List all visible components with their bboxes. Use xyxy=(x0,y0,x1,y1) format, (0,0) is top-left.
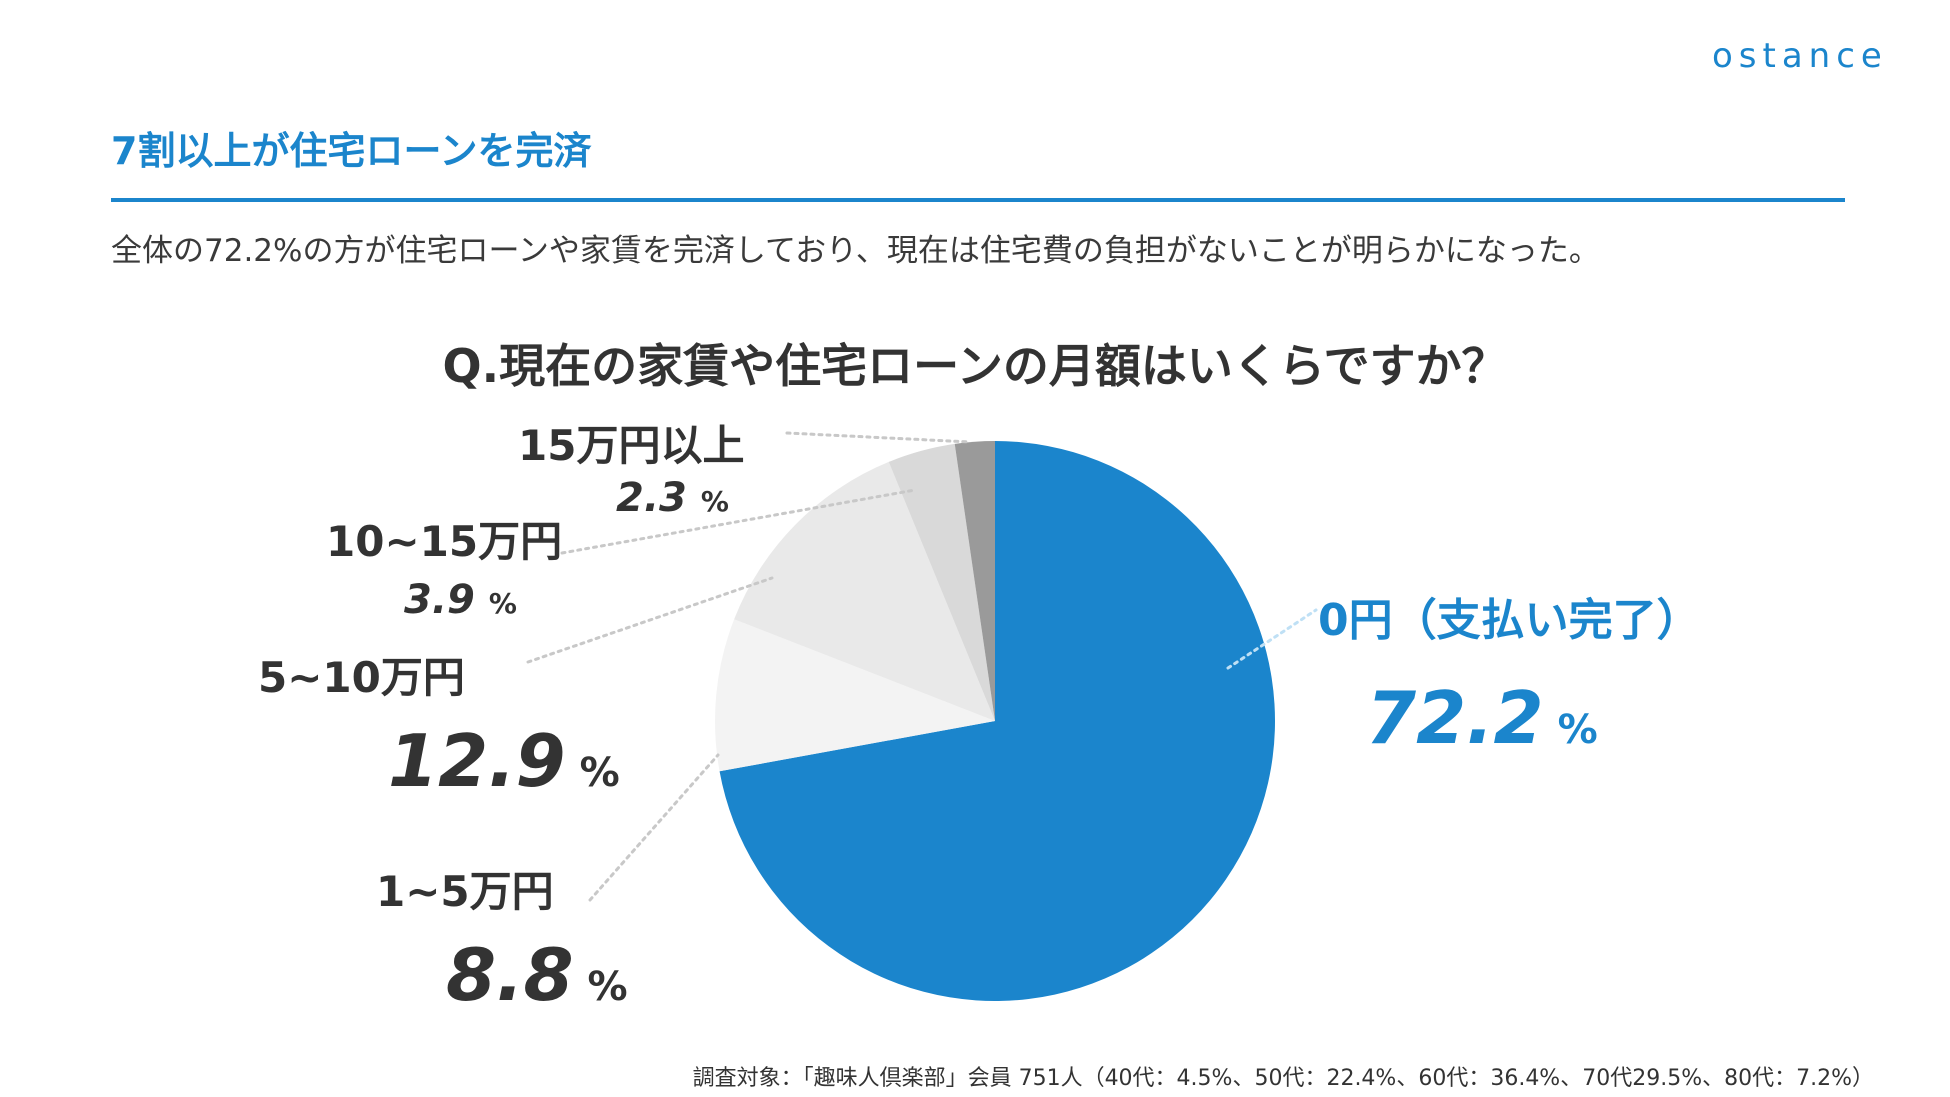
leader-line-15man-plus xyxy=(785,431,972,444)
slice-name: 15万円以上 xyxy=(518,421,745,470)
slice-label-paid-off: 0円（支払い完了） 72.2% xyxy=(1318,584,1701,760)
slice-label-15man-plus: 15万円以上 2.3% xyxy=(518,412,744,521)
percent-sign: % xyxy=(700,485,729,518)
slice-name: 10~15万円 xyxy=(326,517,563,566)
brand-logo: ostance xyxy=(1712,36,1888,76)
section-heading: 7割以上が住宅ローンを完済 xyxy=(111,129,592,173)
slice-value-row: 72.2% xyxy=(1366,676,1701,760)
slice-value-row: 12.9% xyxy=(388,719,620,803)
leader-line-10-15man xyxy=(560,488,917,555)
slice-5-10man xyxy=(734,461,995,721)
lead-text: 全体の72.2%の方が住宅ローンや家賃を完済しており、現在は住宅費の負担がないこ… xyxy=(111,233,1600,269)
slice-label-5-10man: 5~10万円 12.9% xyxy=(258,644,620,803)
chart-title: Q.現在の家賃や住宅ローンの月額はいくらですか？ xyxy=(442,339,1508,393)
leader-line-paid-off xyxy=(1226,608,1318,670)
slice-1-5man xyxy=(715,619,995,772)
slice-value: 2.3 xyxy=(616,475,687,521)
percent-sign: % xyxy=(1557,707,1598,753)
percent-sign: % xyxy=(579,750,620,796)
slice-value: 8.8 xyxy=(446,933,574,1017)
slice-paid-off xyxy=(719,441,1275,1002)
percent-sign: % xyxy=(587,964,628,1010)
survey-footnote: 調査対象：「趣味人倶楽部」会員 751人（40代：4.5%、50代：22.4%、… xyxy=(692,1066,1874,1091)
slice-10-15man xyxy=(888,443,995,721)
slice-value-row: 3.9% xyxy=(404,577,562,623)
leader-line-1-5man xyxy=(588,753,720,902)
slice-label-10-15man: 10~15万円 3.9% xyxy=(326,508,562,623)
slice-value-row: 2.3% xyxy=(616,475,744,521)
slice-label-1-5man: 1~5万円 8.8% xyxy=(362,858,628,1017)
slice-value: 3.9 xyxy=(404,577,475,623)
percent-sign: % xyxy=(488,587,517,620)
slice-name: 5~10万円 xyxy=(258,653,465,702)
leader-line-5-10man xyxy=(526,576,774,664)
slice-value-row: 8.8% xyxy=(446,933,628,1017)
slice-15man-plus xyxy=(954,441,995,721)
heading-divider xyxy=(111,198,1845,202)
slice-name: 1~5万円 xyxy=(376,867,554,916)
slice-value: 12.9 xyxy=(388,719,566,803)
slice-name: 0円（支払い完了） xyxy=(1318,595,1701,646)
slice-value: 72.2 xyxy=(1366,676,1544,760)
